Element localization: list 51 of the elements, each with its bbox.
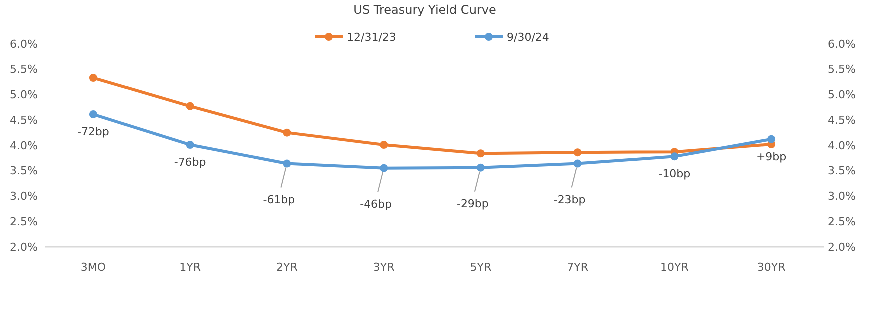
y2-tick-label: 2.0% — [828, 240, 856, 254]
y2-tick-label: 2.5% — [828, 215, 856, 228]
y-tick-label: 6.0% — [10, 38, 38, 51]
y2-tick-label: 5.5% — [828, 63, 856, 76]
x-tick-label: 10YR — [660, 260, 690, 274]
point — [574, 148, 582, 157]
point — [380, 164, 388, 172]
x-tick-label: 3MO — [80, 260, 106, 274]
y2-tick-label: 3.0% — [828, 190, 856, 204]
legend-label: 9/30/24 — [507, 30, 550, 44]
point — [186, 140, 194, 149]
annotation: -72bp — [77, 125, 110, 138]
annotation: -10bp — [658, 168, 691, 181]
y2-tick-label: 4.0% — [828, 139, 856, 152]
annotation: +9bp — [756, 150, 787, 164]
point — [476, 150, 485, 158]
y-tick-label: 2.0% — [10, 240, 38, 254]
annotation: -46bp — [360, 198, 392, 212]
annotation: -29bp — [456, 198, 489, 211]
point — [670, 152, 679, 161]
x-tick-label: 2YR — [276, 260, 298, 274]
y-tick-label: 3.5% — [10, 164, 38, 178]
y-tick-label: 5.0% — [10, 88, 38, 102]
annotation: -76bp — [174, 156, 206, 169]
point — [283, 128, 292, 137]
point — [380, 140, 388, 149]
y2-tick-label: 5.0% — [828, 88, 856, 102]
point — [89, 74, 98, 82]
y-tick-label: 5.5% — [10, 63, 38, 76]
x-tick-label: 7YR — [567, 260, 589, 274]
y-tick-label: 4.0% — [10, 139, 38, 152]
annotation: -23bp — [554, 194, 586, 207]
y-tick-label: 2.5% — [10, 215, 38, 228]
legend-label: 12/31/23 — [347, 30, 396, 44]
y2-tick-label: 4.5% — [828, 114, 856, 127]
y-tick-label: 4.5% — [10, 114, 38, 127]
y-tick-label: 3.0% — [10, 190, 38, 204]
x-tick-label: 1YR — [180, 260, 202, 274]
chart-title: US Treasury Yield Curve — [354, 3, 496, 17]
point — [574, 160, 582, 168]
point — [186, 102, 194, 110]
point — [476, 164, 485, 172]
x-tick-label: 30YR — [757, 260, 786, 274]
point — [89, 110, 98, 119]
point — [768, 135, 776, 144]
y2-tick-label: 6.0% — [828, 38, 856, 51]
x-tick-label: 5YR — [470, 260, 492, 274]
y2-tick-label: 3.5% — [828, 164, 856, 178]
x-tick-label: 3YR — [373, 260, 396, 274]
point — [283, 160, 292, 168]
annotation: -61bp — [263, 194, 296, 207]
